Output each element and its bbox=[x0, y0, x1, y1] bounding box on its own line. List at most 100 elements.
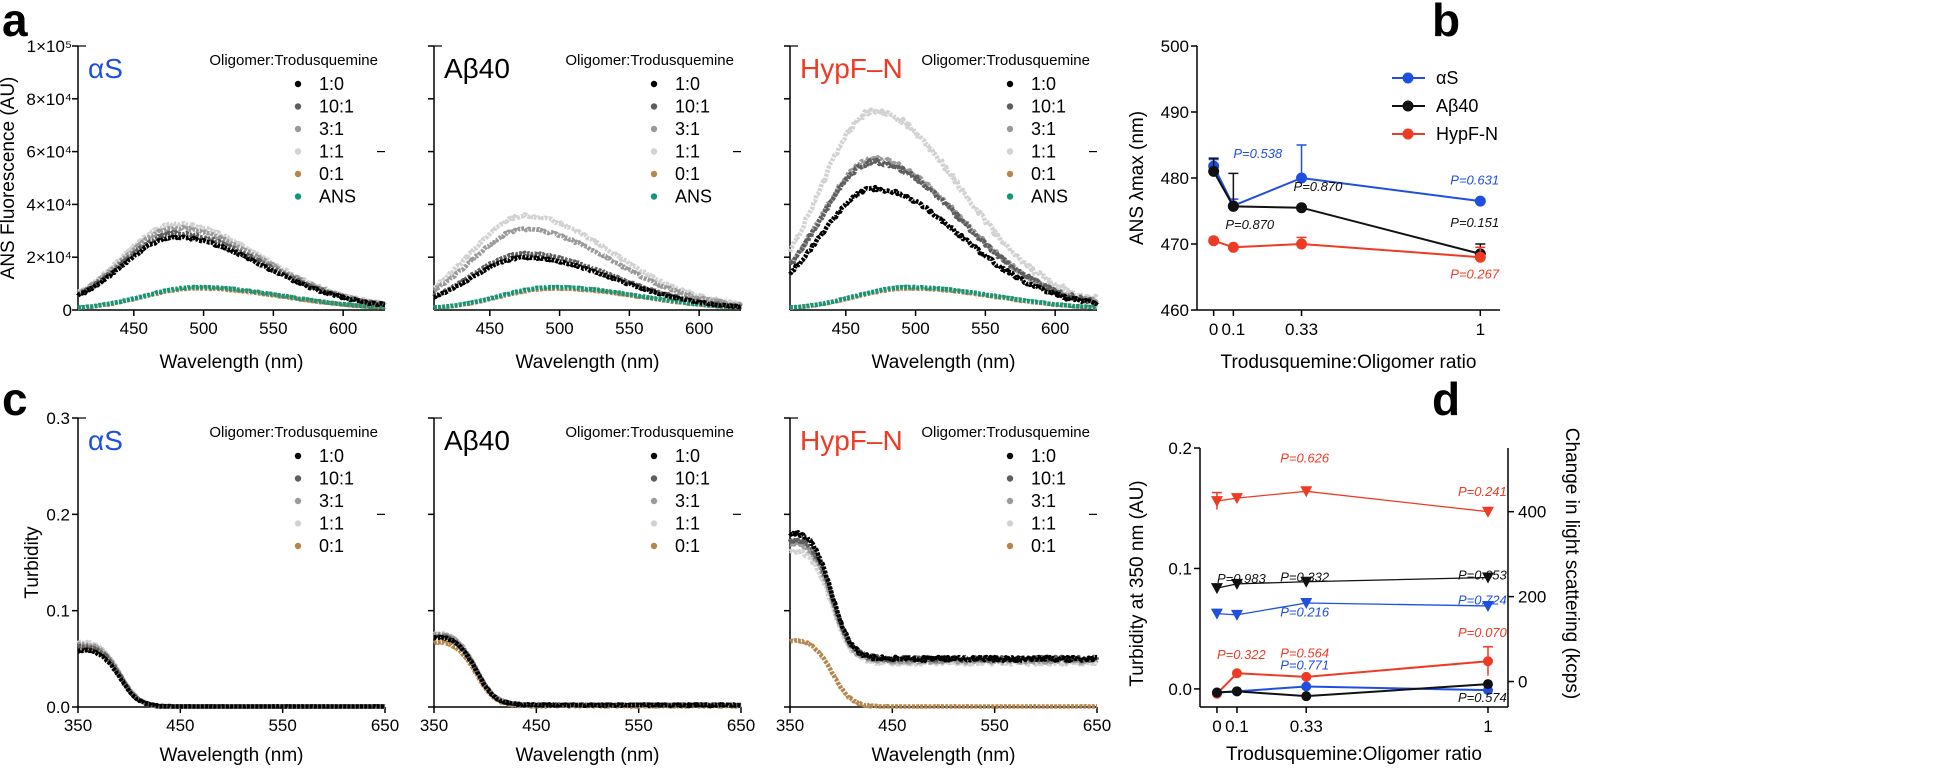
p-value: P=0.332 bbox=[1280, 570, 1330, 585]
x-tick-label: 350 bbox=[776, 716, 804, 735]
data-point bbox=[1227, 241, 1239, 253]
data-point bbox=[1300, 486, 1313, 498]
legend-label: 10:1 bbox=[1031, 469, 1066, 489]
legend-label: ANS bbox=[1031, 187, 1068, 207]
legend-title: Oligomer:Trodusquemine bbox=[921, 424, 1090, 441]
series-line bbox=[1216, 602, 1488, 616]
y-axis-label: Turbidity bbox=[22, 526, 43, 599]
chart-turbidity-hypf-n: 350 450 550 650 HypF–N Oligomer:Trodusquemine… bbox=[776, 417, 1111, 766]
y-tick-label: 0.0 bbox=[46, 698, 70, 717]
legend-label: 3:1 bbox=[1031, 491, 1056, 511]
y-axis-label: Turbidity at 350 nm (AU) bbox=[1127, 480, 1148, 686]
x-tick-label: 600 bbox=[685, 319, 713, 338]
x-axis-label: Wavelength (nm) bbox=[516, 745, 660, 766]
y-tick-label: 8×10⁴ bbox=[26, 90, 72, 109]
x-tick-label: 450 bbox=[522, 716, 550, 735]
legend-label: 3:1 bbox=[319, 491, 344, 511]
y-tick-label: 1×10⁵ bbox=[27, 37, 72, 56]
legend-label: αS bbox=[1436, 68, 1458, 88]
data-point bbox=[1481, 600, 1494, 612]
x-tick-label: 350 bbox=[420, 716, 448, 735]
legend-marker bbox=[650, 80, 658, 88]
series-line bbox=[788, 638, 1099, 709]
y-tick-label: 470 bbox=[1161, 235, 1189, 254]
data-point bbox=[1482, 656, 1493, 667]
x-tick-label: 1 bbox=[1483, 717, 1492, 736]
y-tick-label: 0.2 bbox=[46, 505, 70, 524]
legend-label: 1:0 bbox=[1031, 446, 1056, 466]
legend-label: 10:1 bbox=[1031, 97, 1066, 117]
legend-label: 1:0 bbox=[319, 74, 344, 94]
p-value: P=0.771 bbox=[1280, 658, 1329, 673]
p-value: P=0.053 bbox=[1458, 567, 1508, 582]
legend-label: Aβ40 bbox=[1436, 96, 1478, 116]
series-line bbox=[77, 284, 386, 311]
data-point bbox=[1300, 597, 1313, 609]
legend-marker bbox=[294, 452, 302, 460]
series-line bbox=[1213, 239, 1481, 259]
legend-marker bbox=[294, 148, 302, 155]
legend-marker bbox=[1006, 475, 1014, 482]
legend-marker bbox=[650, 103, 658, 110]
legend-label: 1:0 bbox=[675, 74, 700, 94]
x-tick-label: 550 bbox=[971, 319, 999, 338]
chart-title: HypF–N bbox=[800, 53, 903, 84]
legend-title: Oligomer:Trodusquemine bbox=[921, 52, 1090, 69]
data-point bbox=[1230, 493, 1243, 505]
legend-label: HypF-N bbox=[1436, 124, 1498, 144]
legend-marker bbox=[294, 193, 302, 200]
legend-label: 1:1 bbox=[319, 142, 344, 162]
y-tick-label: 0.1 bbox=[1168, 559, 1192, 578]
legend-label: 3:1 bbox=[319, 119, 344, 139]
series-line bbox=[76, 234, 386, 308]
legend-label: ANS bbox=[675, 187, 712, 207]
series-line bbox=[433, 284, 742, 310]
legend-marker bbox=[650, 170, 658, 178]
data-point bbox=[1230, 578, 1243, 590]
x-axis-label: Wavelength (nm) bbox=[160, 745, 304, 766]
series-line bbox=[76, 639, 387, 709]
series-line bbox=[1212, 165, 1481, 207]
series-line bbox=[433, 225, 743, 308]
y2-tick-label: 0 bbox=[1518, 673, 1527, 692]
panel-label-b: b bbox=[1432, 0, 1460, 46]
legend-label: 1:1 bbox=[1031, 142, 1056, 162]
legend-label: 0:1 bbox=[1031, 536, 1056, 556]
legend-marker bbox=[1006, 452, 1014, 460]
chart-title: Aβ40 bbox=[444, 53, 510, 84]
chart-ans-lambda-max: 460 470 480 490 500 0 0.1 0.33 1 αS Aβ40 HypF-N P=0.… bbox=[1127, 37, 1500, 373]
legend-marker bbox=[1402, 100, 1414, 112]
legend-label: ANS bbox=[319, 187, 356, 207]
p-value: P=0.538 bbox=[1233, 146, 1283, 161]
x-tick-label: 450 bbox=[878, 716, 906, 735]
x-tick-label: 450 bbox=[120, 319, 148, 338]
legend-label: 0:1 bbox=[319, 536, 344, 556]
legend-marker bbox=[1006, 125, 1014, 133]
data-point bbox=[1296, 202, 1308, 214]
legend-marker bbox=[650, 193, 658, 200]
legend-marker bbox=[294, 80, 302, 88]
x-tick-label: 550 bbox=[268, 716, 296, 735]
y2-tick-label: 400 bbox=[1518, 503, 1546, 522]
p-value: P=0.724 bbox=[1458, 593, 1507, 608]
p-value: P=0.626 bbox=[1280, 450, 1330, 465]
legend-title: Oligomer:Trodusquemine bbox=[565, 52, 734, 69]
x-tick-label: 500 bbox=[901, 319, 929, 338]
series-line bbox=[432, 631, 743, 709]
legend-marker bbox=[294, 125, 302, 133]
series-line bbox=[787, 535, 1100, 664]
chart-turbidity-abeta40: 350 450 550 650 Aβ40 Oligomer:Trodusquemine 1:… bbox=[420, 417, 755, 766]
y-tick-label: 490 bbox=[1161, 103, 1189, 122]
x-tick-label: 550 bbox=[624, 716, 652, 735]
data-point bbox=[1231, 668, 1242, 679]
x-axis-label: Wavelength (nm) bbox=[872, 352, 1016, 373]
x-tick-label: 0.1 bbox=[1222, 320, 1246, 339]
chart-ans-alpha-synuclein: 450 500 550 600 0 2×10⁴ 4×10⁴ 6×10⁴ 8×10⁴ 1×10⁵ αS… bbox=[0, 37, 387, 373]
y2-axis-label: Change in light scattering (kcps) bbox=[1561, 428, 1582, 699]
legend-marker bbox=[1006, 497, 1014, 505]
legend-marker bbox=[1402, 128, 1414, 140]
p-value: P=0.322 bbox=[1217, 647, 1267, 662]
legend-marker bbox=[294, 497, 302, 505]
data-point bbox=[1301, 691, 1312, 702]
legend-label: 1:1 bbox=[319, 514, 344, 534]
